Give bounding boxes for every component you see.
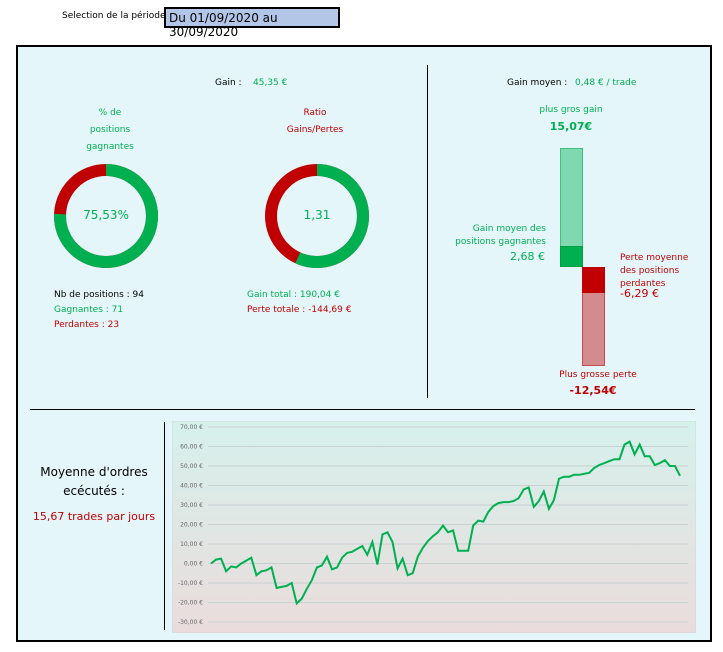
y-tick-label: 0,00 € bbox=[184, 561, 203, 568]
orders-title: Moyenne d'ordres ecécutés : bbox=[30, 463, 158, 501]
max-loss-label: Plus grosse perte bbox=[559, 370, 637, 380]
y-tick-label: -20,00 € bbox=[178, 600, 203, 607]
win-pct-donut bbox=[54, 164, 158, 268]
orders-value: 15,67 trades par jours bbox=[32, 510, 156, 523]
label-line: positions gagnantes bbox=[455, 237, 546, 247]
chart-background bbox=[172, 421, 696, 633]
avg-loss-value: -6,29 € bbox=[620, 287, 659, 300]
y-tick-label: 70,00 € bbox=[180, 424, 203, 431]
title-line: gagnantes bbox=[86, 142, 134, 152]
avg-win-label: Gain moyen des positions gagnantes bbox=[440, 223, 546, 249]
max-gain-value: 15,07€ bbox=[549, 120, 593, 133]
y-tick-label: 50,00 € bbox=[180, 463, 203, 470]
total-gain: Gain total : 190,04 € bbox=[247, 290, 340, 300]
gain-value: 45,35 € bbox=[253, 78, 288, 88]
positions-summary: Nb de positions : 94 Gagnantes : 71 Perd… bbox=[54, 288, 144, 333]
period-label: Selection de la période : bbox=[62, 11, 172, 21]
y-tick-label: 60,00 € bbox=[180, 444, 203, 451]
title-line: % de bbox=[98, 108, 122, 118]
avg-win-value: 2,68 € bbox=[510, 250, 545, 263]
period-select[interactable]: Du 01/09/2020 au 30/09/2020 bbox=[164, 7, 340, 39]
cumulative-gain-chart: 70,00 € 60,00 € 50,00 € 40,00 € 30,00 € 20,00… bbox=[172, 421, 696, 633]
label-line: Perte moyenne bbox=[620, 253, 689, 263]
y-tick-label: 10,00 € bbox=[180, 541, 203, 548]
avg-gain-value: 0,48 € / trade bbox=[575, 78, 637, 88]
y-tick-label: -30,00 € bbox=[178, 619, 203, 626]
avg-win-bar bbox=[560, 245, 583, 267]
title-line: Ratio bbox=[303, 108, 327, 118]
avg-gain-label: Gain moyen : bbox=[507, 78, 568, 88]
label-line: perdantes bbox=[620, 279, 666, 289]
horizontal-divider bbox=[30, 409, 695, 410]
y-tick-label: 30,00 € bbox=[180, 502, 203, 509]
title-line: Moyenne d'ordres bbox=[40, 465, 148, 479]
ratio-title: Ratio Gains/Pertes bbox=[265, 105, 365, 139]
positions-losers: Perdantes : 23 bbox=[54, 320, 120, 330]
max-gain-label: plus gros gain bbox=[539, 105, 603, 115]
title-line: positions bbox=[89, 125, 131, 135]
ratio-value: 1,31 bbox=[303, 208, 331, 222]
chart-divider bbox=[164, 422, 165, 630]
title-line: Gains/Pertes bbox=[286, 125, 344, 135]
gain-label: Gain : bbox=[215, 78, 242, 88]
avg-loss-label: Perte moyenne des positions perdantes bbox=[620, 252, 688, 291]
win-pct-value: 75,53% bbox=[83, 208, 129, 222]
donut-gain-segment bbox=[265, 164, 369, 268]
label-line: des positions bbox=[620, 266, 680, 276]
label-line: Gain moyen des bbox=[472, 224, 546, 234]
ratio-donut bbox=[265, 164, 369, 268]
y-tick-label: -10,00 € bbox=[178, 580, 203, 587]
total-loss: Perte totale : -144,69 € bbox=[247, 305, 352, 315]
totals-summary: Gain total : 190,04 € Perte totale : -14… bbox=[247, 288, 351, 318]
title-line: ecécutés : bbox=[63, 484, 125, 498]
positions-winners: Gagnantes : 71 bbox=[54, 305, 124, 315]
positions-total: Nb de positions : 94 bbox=[54, 290, 144, 300]
vertical-divider bbox=[427, 65, 428, 398]
y-tick-label: 20,00 € bbox=[180, 522, 203, 529]
avg-loss-bar bbox=[582, 267, 605, 293]
donut-win-segment bbox=[54, 164, 158, 268]
y-tick-label: 40,00 € bbox=[180, 483, 203, 490]
max-loss-value: -12,54€ bbox=[569, 384, 617, 397]
series-line bbox=[210, 440, 681, 606]
win-pct-title: % de positions gagnantes bbox=[60, 105, 160, 156]
